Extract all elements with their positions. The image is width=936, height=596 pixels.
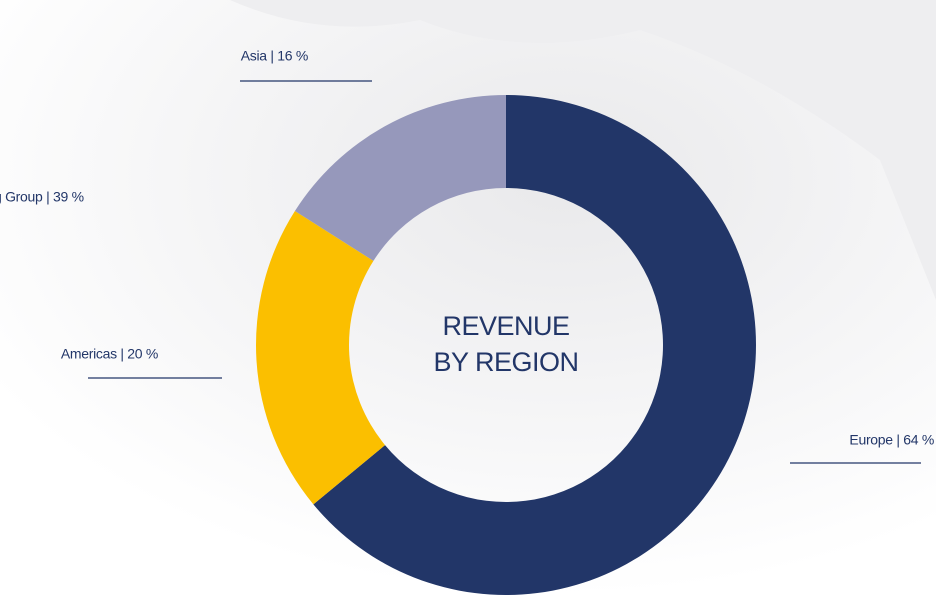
donut-segment xyxy=(294,95,506,261)
donut-segment xyxy=(313,95,756,595)
center-title: REVENUE xyxy=(442,311,569,341)
segment-label: Europe | 64 % xyxy=(849,432,934,448)
segment-label: Americas | 20 % xyxy=(61,346,158,362)
map-shape xyxy=(230,0,936,300)
center-title: BY REGION xyxy=(433,347,578,377)
segment-label: Asia | 16 % xyxy=(241,48,308,64)
donut-segment xyxy=(255,211,386,505)
annotation: g Group | 39 % xyxy=(0,189,84,205)
